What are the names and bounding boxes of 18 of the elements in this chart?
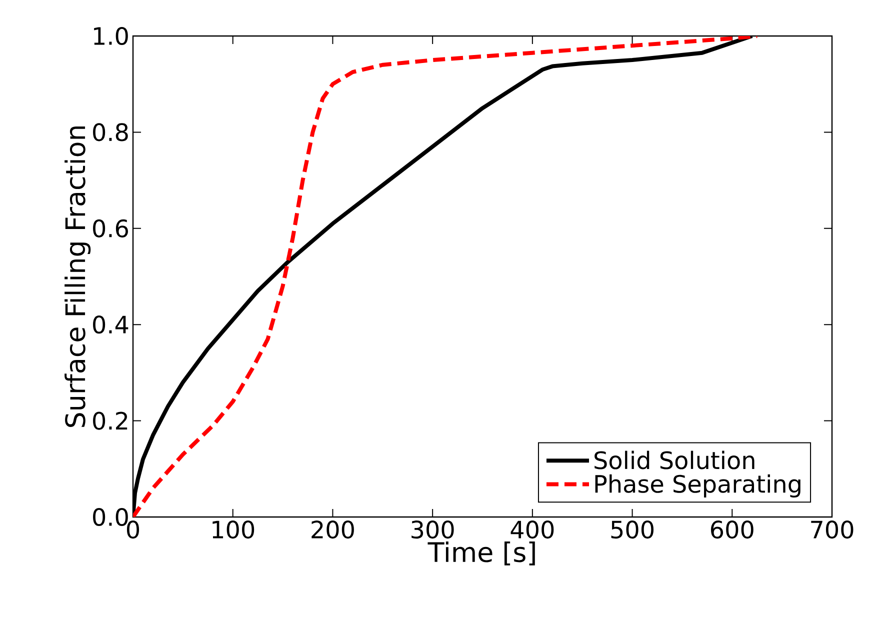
y-tick-label: 0.2 [93, 412, 128, 430]
x-tick-label: 300 [412, 520, 454, 539]
x-tick-label: 400 [510, 520, 554, 539]
y-tick-label: 0.6 [93, 219, 128, 238]
x-tick-label: 600 [710, 520, 754, 539]
legend-label: Phase Separating [595, 474, 800, 498]
legend-label: Solid Solution [594, 450, 754, 470]
y-tick-label: 0.4 [93, 316, 128, 334]
x-tick-label: 100 [212, 520, 254, 539]
x-tick-label: 700 [811, 520, 854, 539]
x-axis-title: Time [s] [428, 541, 535, 566]
y-tick-label: 0.0 [93, 508, 128, 526]
y-tick-label: 0.8 [93, 123, 128, 142]
x-tick-label: 200 [312, 520, 354, 539]
x-tick-label: 500 [611, 520, 654, 539]
y-tick-label: 1.0 [94, 26, 128, 46]
x-tick-label: 0 [126, 520, 140, 539]
y-axis-title: Surface Filling Fraction [64, 126, 91, 427]
